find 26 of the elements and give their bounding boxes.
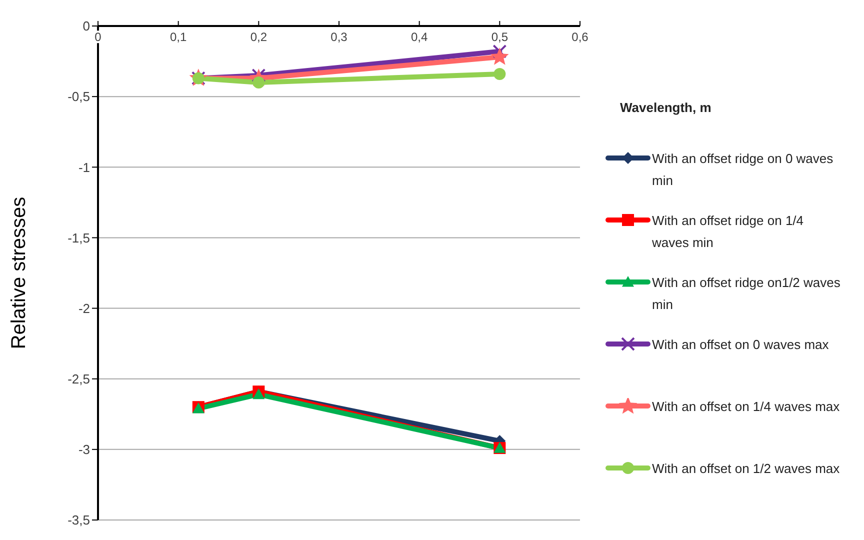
legend-label: With an offset ridge on 0 waves min — [652, 150, 834, 190]
x-tick-label: 0,4 — [410, 30, 428, 44]
legend-label: With an offset on 0 waves max — [652, 336, 830, 354]
x-tick-label: 0,2 — [250, 30, 268, 44]
x-axis-title: Wavelength, m — [620, 100, 712, 115]
point — [494, 68, 506, 80]
y-tick-label: -3 — [78, 442, 90, 458]
x-tick-label: 0,1 — [170, 30, 187, 44]
x-tick-label: 0,5 — [491, 30, 508, 44]
point — [252, 388, 265, 400]
point — [252, 68, 266, 82]
y-tick-label: 0 — [82, 18, 90, 34]
y-tick-label: -2,5 — [68, 371, 90, 386]
x-tick-label: 0,3 — [330, 30, 348, 44]
legend-label: With an offset on 1/4 waves max — [652, 398, 841, 416]
y-tick-label: -2 — [78, 300, 90, 316]
y-tick-label: -1 — [78, 160, 90, 175]
legend-label: With an offset ridge on1/2 waves min — [652, 274, 842, 314]
y-axis-title: Relative stresses — [8, 196, 30, 350]
legend-label: With an offset ridge on 1/4 waves min — [652, 212, 805, 252]
legend-label: With an offset on 1/2 waves max — [652, 460, 841, 478]
y-tick-label: -1,5 — [68, 230, 90, 246]
y-tick-label: -3,5 — [68, 512, 90, 528]
point — [490, 47, 509, 65]
y-tick-label: -0,5 — [68, 89, 90, 104]
x-tick-label: 0,6 — [572, 30, 589, 44]
